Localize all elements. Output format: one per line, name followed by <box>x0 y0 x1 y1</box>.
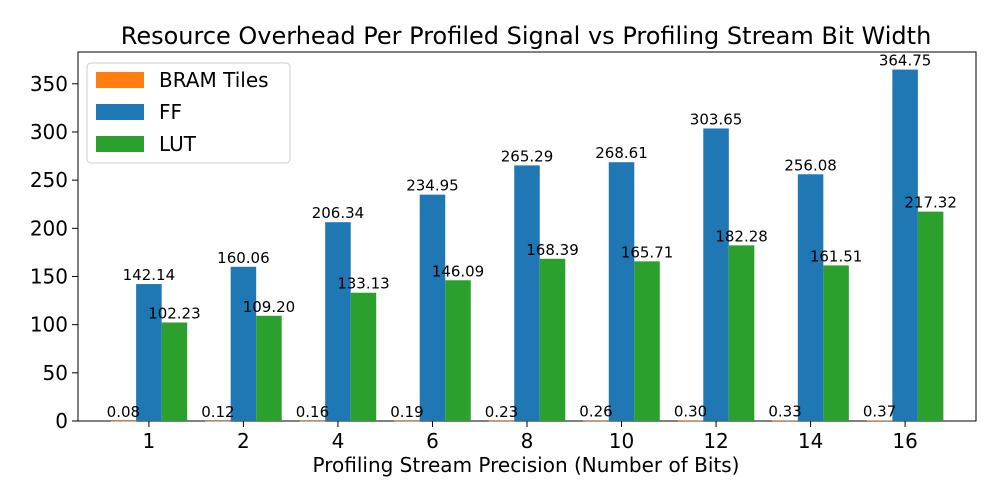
bar-lut <box>823 265 849 421</box>
bar-lut <box>350 292 377 421</box>
bar-bram-tiles <box>205 420 231 422</box>
y-tick-label: 250 <box>30 168 68 192</box>
bar-bram-tiles <box>394 420 420 422</box>
bar-bram-tiles <box>110 420 137 422</box>
data-label-lut: 168.39 <box>526 241 579 259</box>
y-tick-label: 200 <box>30 216 68 240</box>
bar-ff <box>136 284 162 421</box>
data-label-bram-tiles: 0.12 <box>201 403 234 421</box>
legend-label-bram-tiles: BRAM Tiles <box>159 68 269 92</box>
x-tick-label: 8 <box>521 429 534 453</box>
data-label-lut: 217.32 <box>904 194 957 212</box>
x-tick-label: 2 <box>237 429 250 453</box>
bar-lut <box>728 245 755 421</box>
legend-label-lut: LUT <box>159 132 197 156</box>
bar-bram-tiles <box>299 420 326 422</box>
bar-lut <box>634 261 660 421</box>
x-tick-label: 10 <box>609 429 634 453</box>
legend-label-ff: FF <box>159 100 182 124</box>
bar-lut <box>917 211 944 421</box>
data-label-bram-tiles: 0.08 <box>107 403 140 421</box>
bar-ff <box>419 194 446 421</box>
data-label-ff: 160.06 <box>217 249 270 267</box>
bar-ff <box>703 128 729 422</box>
bar-bram-tiles <box>488 420 515 422</box>
data-label-ff: 268.61 <box>595 144 648 162</box>
data-label-ff: 303.65 <box>690 110 743 128</box>
data-label-lut: 146.09 <box>432 262 485 280</box>
bar-ff <box>230 266 257 421</box>
data-label-bram-tiles: 0.19 <box>390 403 423 421</box>
bar-ff <box>514 165 540 421</box>
bar-lut <box>256 315 282 421</box>
data-label-bram-tiles: 0.30 <box>674 403 707 421</box>
bar-lut <box>445 280 471 421</box>
data-label-ff: 142.14 <box>123 266 176 284</box>
y-tick-label: 100 <box>30 313 68 337</box>
data-label-bram-tiles: 0.33 <box>768 403 801 421</box>
bar-lut <box>161 322 188 421</box>
bar-labels: 0.08 142.14 102.23 0.12 160.06 109.20 0.16 206.… <box>107 52 957 421</box>
legend-swatch-lut <box>96 136 144 152</box>
y-tick-label: 50 <box>43 361 68 385</box>
data-label-bram-tiles: 0.23 <box>485 403 518 421</box>
data-label-ff: 234.95 <box>406 177 459 195</box>
y-tick-label: 300 <box>30 120 68 144</box>
x-tick-label: 1 <box>143 429 156 453</box>
data-label-ff: 206.34 <box>312 204 365 222</box>
data-label-bram-tiles: 0.16 <box>296 403 329 421</box>
x-tick-label: 16 <box>892 429 917 453</box>
bars <box>110 69 944 422</box>
data-label-ff: 265.29 <box>501 147 554 165</box>
data-label-lut: 133.13 <box>337 275 390 293</box>
y-tick-label: 150 <box>30 264 68 288</box>
data-label-bram-tiles: 0.26 <box>579 403 612 421</box>
data-label-lut: 161.51 <box>810 247 863 265</box>
data-label-lut: 109.20 <box>243 298 296 316</box>
bar-bram-tiles <box>677 420 704 422</box>
bar-ff <box>325 222 351 421</box>
data-label-ff: 364.75 <box>879 52 932 70</box>
x-tick-label: 14 <box>798 429 823 453</box>
bar-lut <box>539 258 566 421</box>
bar-ff <box>797 174 824 421</box>
x-axis: 1 2 4 6 8 10 12 14 16 <box>143 421 918 453</box>
x-tick-label: 4 <box>332 429 345 453</box>
data-label-lut: 102.23 <box>148 305 201 323</box>
chart-title: Resource Overhead Per Profiled Signal vs… <box>121 22 932 50</box>
x-tick-label: 6 <box>426 429 439 453</box>
bar-bram-tiles <box>583 420 609 422</box>
data-label-lut: 182.28 <box>715 227 768 245</box>
data-label-bram-tiles: 0.37 <box>863 403 896 421</box>
y-tick-label: 0 <box>55 409 68 433</box>
legend-swatch-ff <box>96 104 144 120</box>
data-label-ff: 256.08 <box>784 156 837 174</box>
y-axis: 0 50 100 150 200 250 300 350 <box>30 72 78 433</box>
bar-bram-tiles <box>866 420 893 422</box>
x-axis-title: Profiling Stream Precision (Number of Bi… <box>313 453 740 477</box>
y-tick-label: 350 <box>30 72 68 96</box>
bar-bram-tiles <box>772 420 798 422</box>
data-label-lut: 165.71 <box>621 243 674 261</box>
legend: BRAM Tiles FF LUT <box>86 62 291 164</box>
legend-swatch-bram-tiles <box>96 72 144 88</box>
x-tick-label: 12 <box>703 429 728 453</box>
bar-ff <box>608 162 635 421</box>
bar-ff <box>892 69 918 422</box>
